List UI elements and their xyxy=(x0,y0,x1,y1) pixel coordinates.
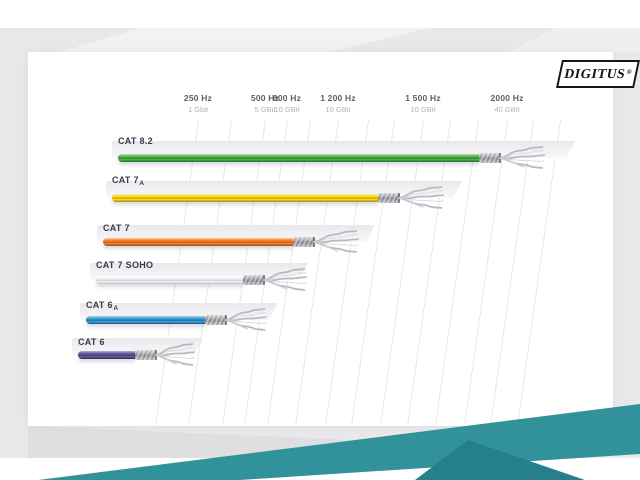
stripped-wires-icon xyxy=(225,308,267,332)
chart-panel: DIGITUS ® 250 Hz 1 Gbit 500 Hz 5 GBit 600 Hz 1… xyxy=(28,52,640,426)
category-label-text: CAT 6 xyxy=(78,337,105,347)
cable-bar xyxy=(96,276,243,284)
cable-sheath xyxy=(293,237,315,247)
category-label: CAT 6 xyxy=(78,337,105,347)
digitus-logo-text: DIGITUS xyxy=(563,66,627,81)
cable-bar xyxy=(118,154,479,162)
category-label: CAT 6A xyxy=(86,300,118,312)
stripped-wires-icon xyxy=(155,343,195,367)
category-label-subscript: A xyxy=(113,305,119,312)
stripped-wires-icon xyxy=(313,230,359,254)
stripped-wires-icon xyxy=(263,268,307,292)
category-label: CAT 7 xyxy=(103,223,130,233)
category-label-text: CAT 7 xyxy=(103,223,130,233)
category-label-text: CAT 8.2 xyxy=(118,136,153,146)
background-facets-top xyxy=(60,28,640,52)
registered-mark-icon: ® xyxy=(625,68,633,76)
cable-sheath xyxy=(205,315,227,325)
stripped-wires-icon xyxy=(499,146,545,170)
row-band xyxy=(80,303,278,320)
cable-sheath xyxy=(243,275,265,285)
category-label-text: CAT 7 xyxy=(112,175,139,185)
cable-sheath xyxy=(479,153,501,163)
category-label-subscript: A xyxy=(139,180,145,187)
cable-bar xyxy=(103,238,293,246)
stripped-wires-icon xyxy=(398,186,444,210)
category-label-text: CAT 6 xyxy=(86,300,113,310)
cable-sheath xyxy=(135,350,157,360)
cable-bar xyxy=(86,316,205,324)
category-label: CAT 7A xyxy=(112,175,144,187)
teal-wedge-accent xyxy=(415,440,585,480)
cable-sheath xyxy=(378,193,400,203)
row-band xyxy=(106,181,462,198)
cable-bar xyxy=(78,351,135,359)
category-label-text: CAT 7 SOHO xyxy=(96,260,154,270)
row-band xyxy=(112,141,575,158)
cable-bar xyxy=(112,194,378,202)
teal-brand-wedge xyxy=(38,404,640,480)
category-label: CAT 7 SOHO xyxy=(96,260,153,270)
category-label: CAT 8.2 xyxy=(118,136,153,146)
digitus-logo: DIGITUS ® xyxy=(556,60,640,88)
